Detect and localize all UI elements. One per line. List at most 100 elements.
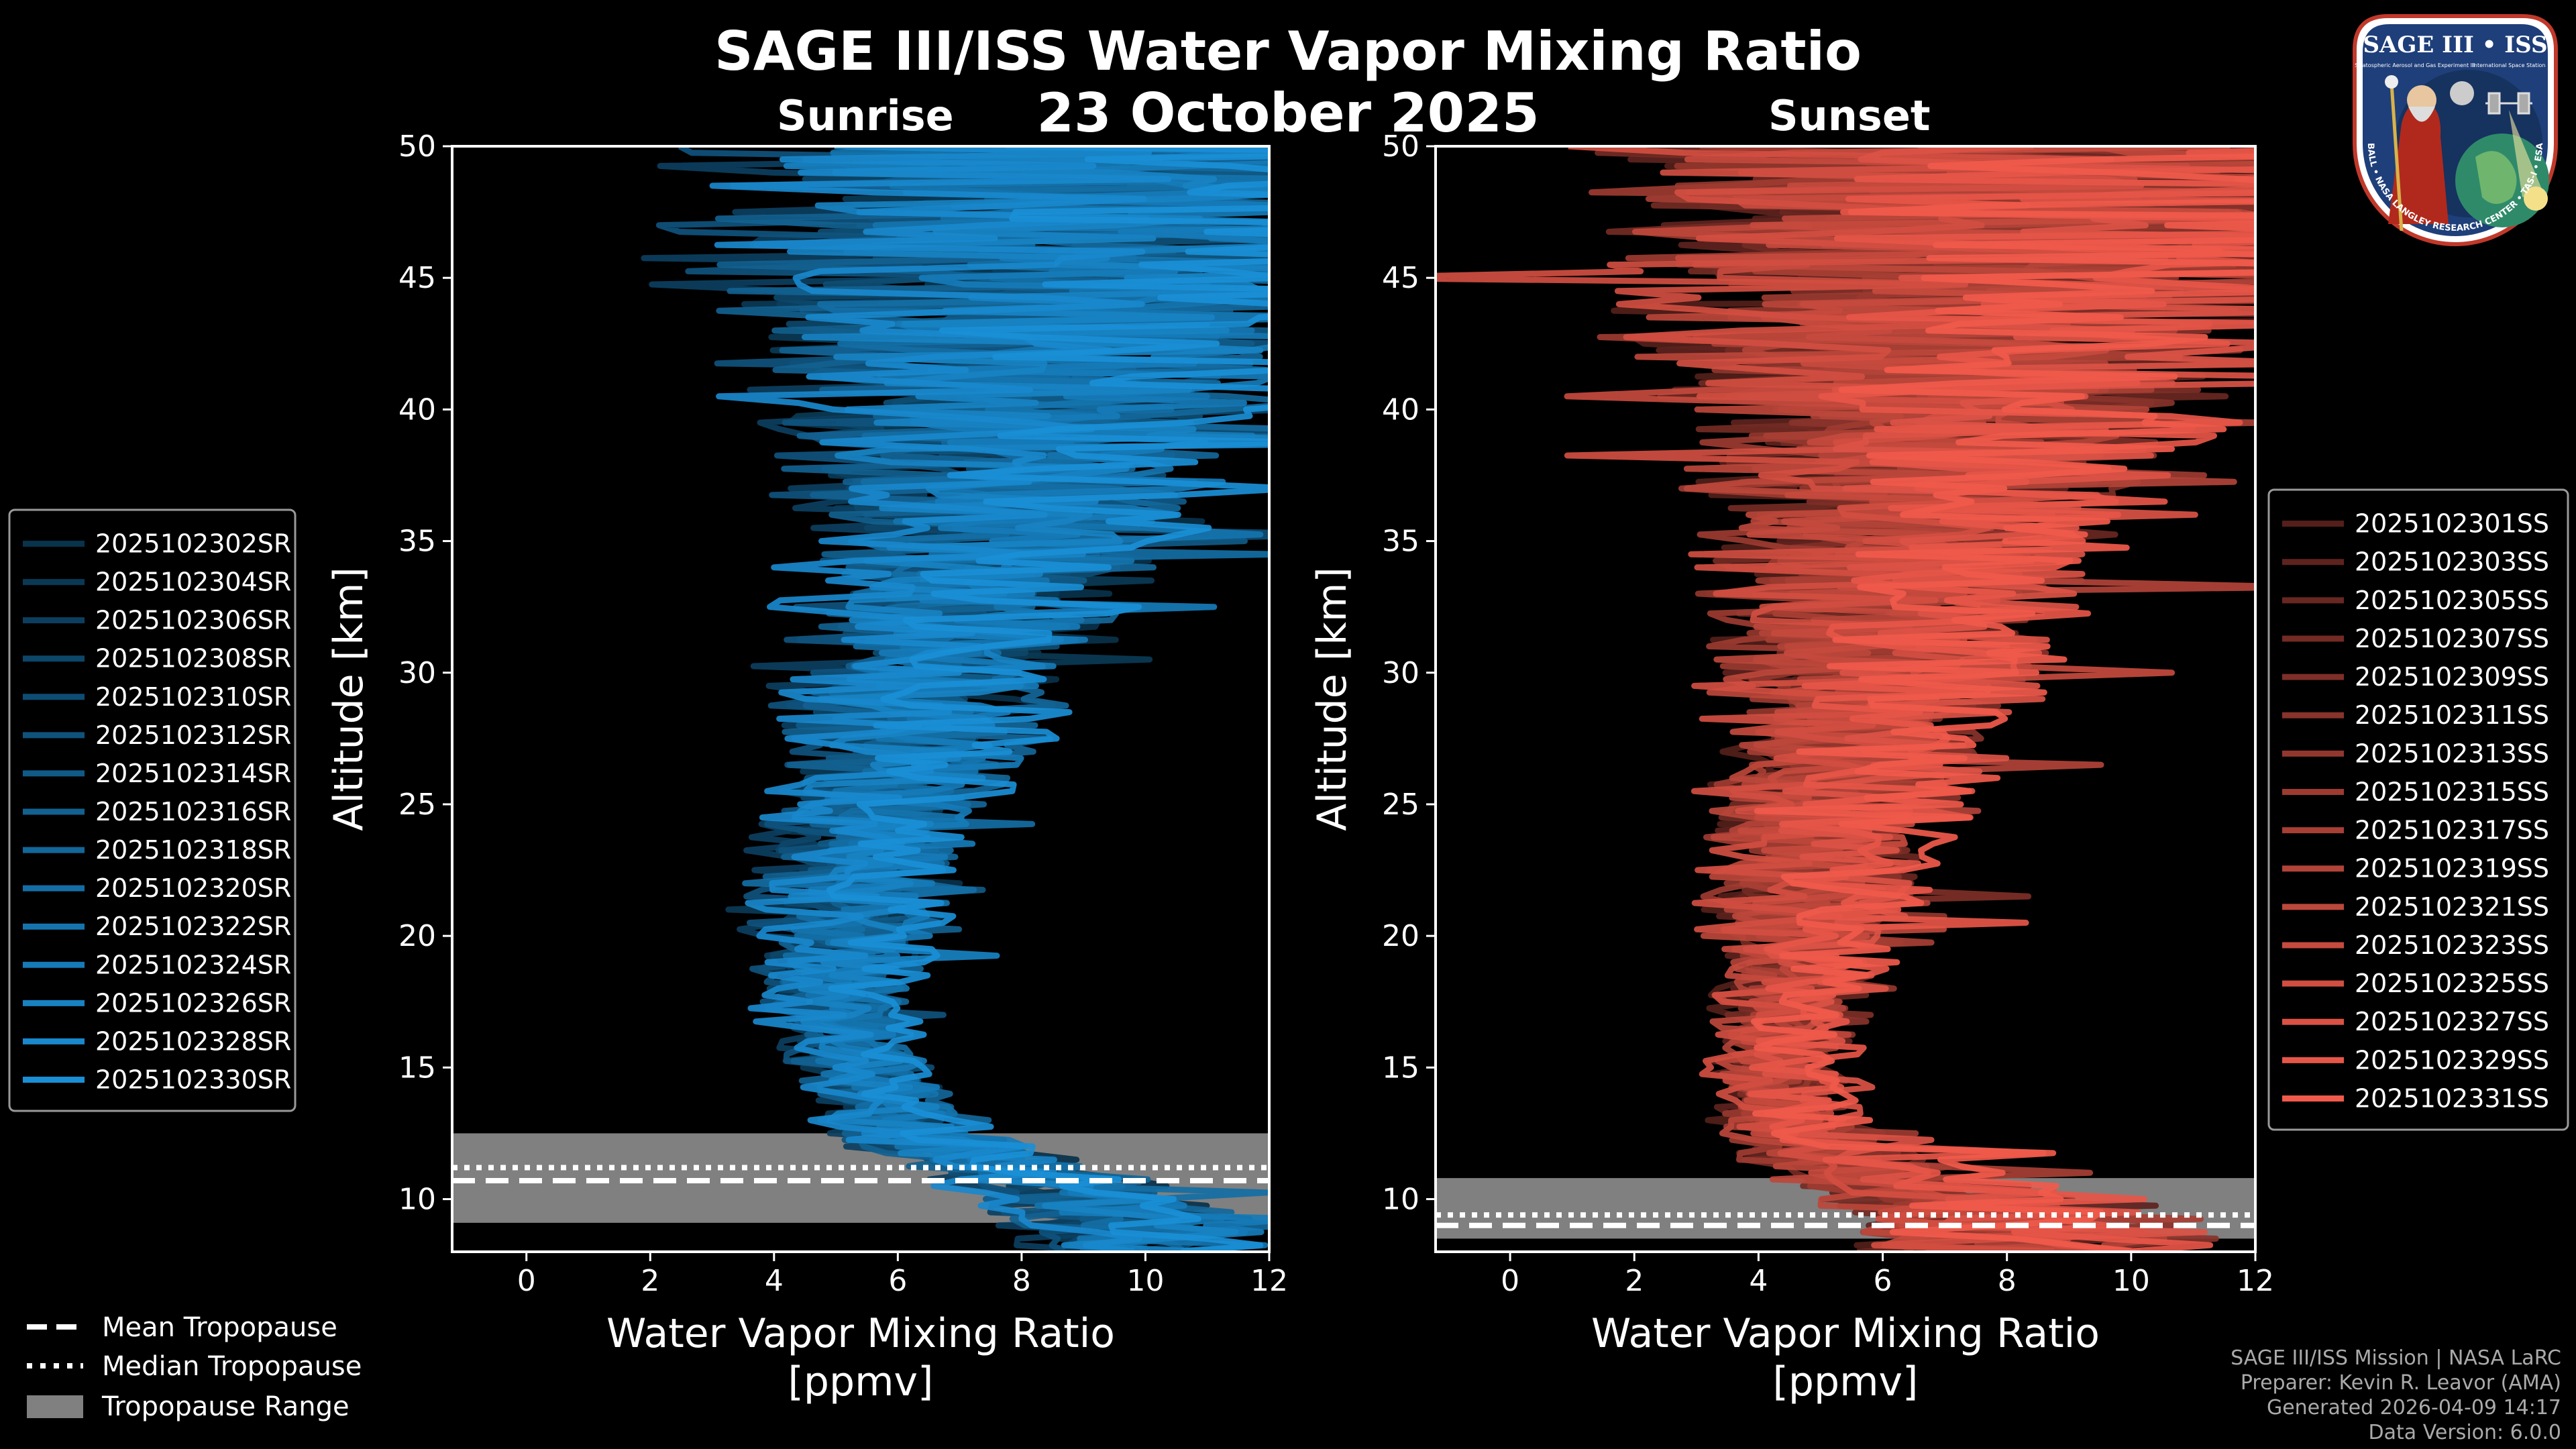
median-tropopause-label: Median Tropopause — [102, 1351, 362, 1382]
tropopause-range-swatch — [27, 1395, 83, 1418]
badge-moon-icon — [2450, 81, 2474, 105]
sunrise-ytick-label-45: 45 — [398, 261, 436, 295]
sunrise-legend-label-2025102326SR: 2025102326SR — [95, 988, 291, 1018]
sunrise-legend-label-2025102314SR: 2025102314SR — [95, 759, 291, 788]
badge-small-text2: International Space Station — [2473, 62, 2546, 68]
sunset-legend-label-2025102319SS: 2025102319SS — [2355, 854, 2549, 883]
badge-iss-icon — [2485, 92, 2532, 115]
sunset-legend-label-2025102305SS: 2025102305SS — [2355, 586, 2549, 615]
sunrise-legend-label-2025102302SR: 2025102302SR — [95, 529, 291, 559]
sunset-ytick-label-50: 50 — [1382, 129, 1419, 164]
badge-small-text1: Stratospheric Aerosol and Gas Experiment… — [2355, 62, 2475, 68]
sunrise-legend-label-2025102318SR: 2025102318SR — [95, 835, 291, 865]
sunset-legend-label-2025102307SS: 2025102307SS — [2355, 624, 2549, 653]
sunrise-legend-label-2025102308SR: 2025102308SR — [95, 644, 291, 674]
sunset-xlabel-line-0: Water Vapor Mixing Ratio — [1591, 1310, 2100, 1357]
sunrise-legend-label-2025102328SR: 2025102328SR — [95, 1026, 291, 1056]
sunset-legend-frame — [2267, 488, 2569, 1131]
sunset-legend-label-2025102317SS: 2025102317SS — [2355, 816, 2549, 845]
sunset-legend-label-2025102313SS: 2025102313SS — [2355, 739, 2549, 768]
sunrise-xtick-label-8: 8 — [1012, 1264, 1031, 1298]
credits-mission: SAGE III/ISS Mission | NASA LaRC — [2231, 1346, 2561, 1370]
sunset-panel-title: Sunset — [1768, 91, 1931, 140]
sunrise-xtick-label-12: 12 — [1250, 1264, 1288, 1298]
sunrise-panel-title: Sunrise — [777, 91, 954, 140]
sunset-ytick-label-20: 20 — [1382, 919, 1419, 953]
credits-generated: Generated 2026-04-09 14:17 — [2266, 1396, 2561, 1419]
sunset-plot-area — [1436, 146, 2255, 1252]
sunset-ytick-label-25: 25 — [1382, 788, 1419, 822]
badge-figure-icon — [2388, 102, 2449, 224]
sunrise-ytick-label-35: 35 — [398, 525, 436, 559]
sunrise-legend: 2025102302SR 2025102304SR 2025102306SR 2025… — [8, 508, 297, 1112]
sunset-ytick-label-15: 15 — [1382, 1051, 1419, 1085]
sunset-xlabel-line-1: [ppmv] — [1773, 1358, 1919, 1405]
sunrise-legend-label-2025102322SR: 2025102322SR — [95, 912, 291, 941]
sunrise-xtick-label-4: 4 — [765, 1264, 784, 1298]
sunrise-legend-label-2025102330SR: 2025102330SR — [95, 1065, 291, 1094]
sunrise-ytick-label-15: 15 — [398, 1051, 436, 1085]
sunrise-xlabel: Water Vapor Mixing Ratio [ppmv] — [606, 1310, 1115, 1405]
sunrise-plot-area — [452, 146, 1269, 1252]
badge-title: SAGE III • ISS — [2363, 32, 2547, 58]
sunrise-ytick-label-10: 10 — [398, 1183, 436, 1217]
sunrise-legend-label-2025102324SR: 2025102324SR — [95, 950, 291, 979]
sunset-xtick-label-2: 2 — [1625, 1264, 1644, 1298]
sunset-xtick-label-10: 10 — [2112, 1264, 2150, 1298]
sunset-ytick-label-30: 30 — [1382, 656, 1419, 690]
sunset-ytick-label-10: 10 — [1382, 1183, 1419, 1217]
sunset-axes-frame — [1434, 145, 2257, 1253]
sage-iss-mission-logo: SAGE III • ISS Stratospheric Aerosol and… — [2353, 14, 2558, 246]
date-subtitle: 23 October 2025 — [1036, 82, 1540, 144]
mean-tropopause-label: Mean Tropopause — [102, 1312, 337, 1343]
sunrise-legend-label-2025102320SR: 2025102320SR — [95, 873, 291, 903]
sunset-legend-label-2025102315SS: 2025102315SS — [2355, 777, 2549, 806]
sunrise-series-line-2025102330SR — [826, 146, 1269, 1252]
sunset-ylabel: Altitude [km] — [1309, 567, 1356, 831]
sunset-legend-label-2025102323SS: 2025102323SS — [2355, 930, 2549, 960]
sunset-legend-label-2025102329SS: 2025102329SS — [2355, 1045, 2549, 1075]
sunset-series-line-2025102331SS — [1750, 153, 2255, 1252]
sunset-legend-label-2025102327SS: 2025102327SS — [2355, 1007, 2549, 1036]
sunset-legend-label-2025102331SS: 2025102331SS — [2355, 1083, 2549, 1113]
sunset-xtick-label-12: 12 — [2237, 1264, 2274, 1298]
sunrise-legend-label-2025102312SR: 2025102312SR — [95, 720, 291, 750]
sunset-legend-label-2025102311SS: 2025102311SS — [2355, 700, 2549, 730]
sunset-legend-label-2025102309SS: 2025102309SS — [2355, 662, 2549, 692]
sunset-xtick-label-0: 0 — [1501, 1264, 1519, 1298]
sunrise-xlabel-line-0: Water Vapor Mixing Ratio — [606, 1310, 1115, 1357]
sunrise-legend-label-2025102310SR: 2025102310SR — [95, 682, 291, 712]
credits-block: SAGE III/ISS Mission | NASA LaRC Prepare… — [2231, 1346, 2561, 1445]
sunrise-ytick-label-20: 20 — [398, 919, 436, 953]
sunrise-xtick-label-2: 2 — [641, 1264, 659, 1298]
tropopause-legend: Mean Tropopause Median Tropopause Tropopau… — [27, 1312, 362, 1422]
sunrise-legend-label-2025102316SR: 2025102316SR — [95, 797, 291, 826]
sunrise-ytick-label-25: 25 — [398, 788, 436, 822]
page-title: SAGE III/ISS Water Vapor Mixing Ratio — [714, 20, 1862, 83]
sunset-legend-label-2025102303SS: 2025102303SS — [2355, 547, 2549, 577]
credits-version: Data Version: 6.0.0 — [2368, 1421, 2561, 1444]
sunset-ytick-label-45: 45 — [1382, 261, 1419, 295]
badge-sun-icon — [2524, 186, 2548, 211]
sunset-xtick-label-6: 6 — [1874, 1264, 1892, 1298]
sunrise-ytick-label-40: 40 — [398, 392, 436, 427]
sunset-legend-label-2025102301SS: 2025102301SS — [2355, 509, 2549, 539]
sunrise-xtick-label-10: 10 — [1126, 1264, 1164, 1298]
sunset-legend: 2025102301SS 2025102303SS 2025102305SS 2025… — [2267, 488, 2569, 1131]
sunrise-ytick-label-50: 50 — [398, 129, 436, 164]
tropopause-range-label: Tropopause Range — [101, 1391, 350, 1422]
sunset-xtick-label-4: 4 — [1749, 1264, 1768, 1298]
sunset-ytick-label-35: 35 — [1382, 525, 1419, 559]
credits-preparer: Preparer: Kevin R. Leavor (AMA) — [2240, 1371, 2561, 1395]
sunrise-xtick-label-6: 6 — [888, 1264, 907, 1298]
sunrise-xtick-label-0: 0 — [517, 1264, 536, 1298]
sunrise-xlabel-line-1: [ppmv] — [788, 1358, 934, 1405]
sunset-legend-label-2025102321SS: 2025102321SS — [2355, 892, 2549, 922]
sunset-legend-label-2025102325SS: 2025102325SS — [2355, 969, 2549, 998]
sunrise-legend-label-2025102306SR: 2025102306SR — [95, 606, 291, 635]
sunset-ytick-label-40: 40 — [1382, 392, 1419, 427]
sunrise-legend-label-2025102304SR: 2025102304SR — [95, 568, 291, 597]
sunrise-series-line-2025102328SR — [709, 146, 1172, 1252]
sunrise-ytick-label-30: 30 — [398, 656, 436, 690]
